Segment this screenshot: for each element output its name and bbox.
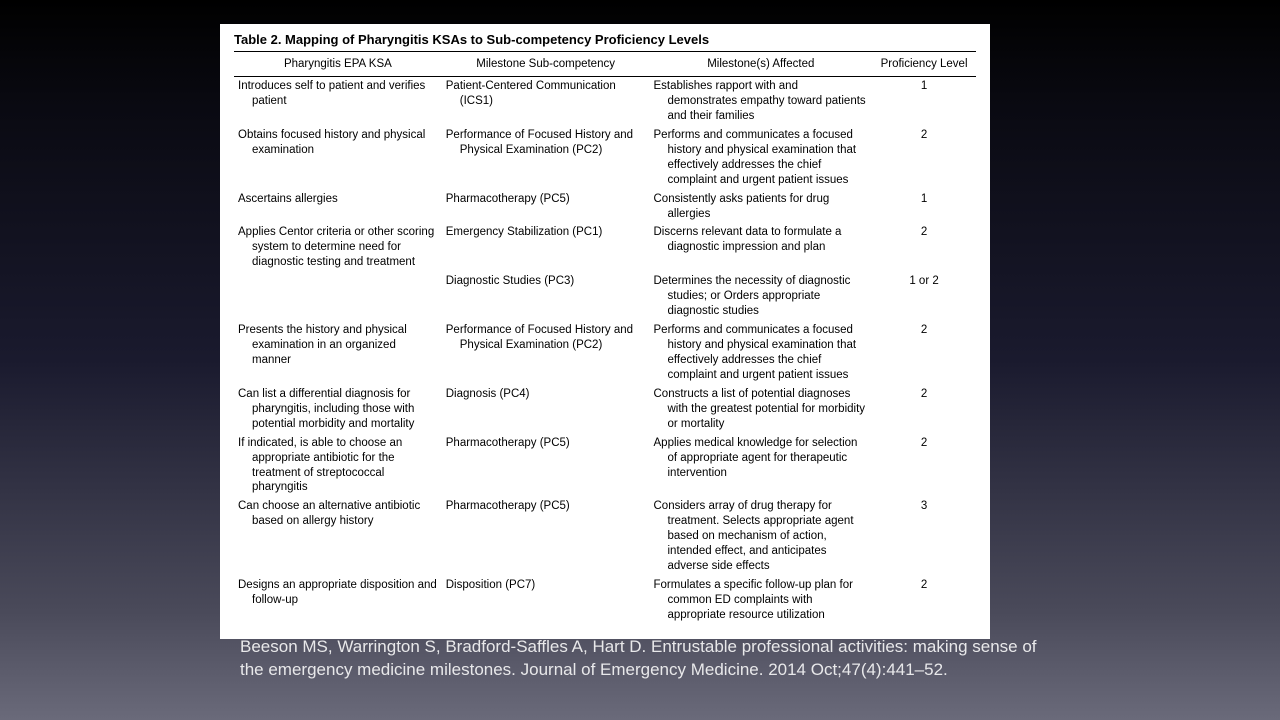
table-row: Can list a differential diagnosis for ph…: [234, 385, 976, 434]
cell-level: 2: [872, 576, 976, 625]
cell-level: 1: [872, 77, 976, 126]
cell-affected: Determines the necessity of diagnostic s…: [650, 272, 873, 321]
cell-ksa: Applies Centor criteria or other scoring…: [234, 223, 442, 272]
cell-affected: Constructs a list of potential diagnoses…: [650, 385, 873, 434]
cell-ksa: Designs an appropriate disposition and f…: [234, 576, 442, 625]
cell-sub: Pharmacotherapy (PC5): [442, 497, 650, 576]
cell-ksa: If indicated, is able to choose an appro…: [234, 434, 442, 498]
cell-level: 2: [872, 434, 976, 498]
cell-level: 1 or 2: [872, 272, 976, 321]
cell-sub: Emergency Stabilization (PC1): [442, 223, 650, 272]
cell-affected: Performs and communicates a focused hist…: [650, 126, 873, 190]
cell-ksa: Obtains focused history and physical exa…: [234, 126, 442, 190]
col-header-level: Proficiency Level: [872, 52, 976, 77]
col-header-affected: Milestone(s) Affected: [650, 52, 873, 77]
table-title: Table 2. Mapping of Pharyngitis KSAs to …: [234, 32, 976, 51]
cell-level: 2: [872, 126, 976, 190]
cell-affected: Formulates a specific follow-up plan for…: [650, 576, 873, 625]
cell-ksa: Introduces self to patient and verifies …: [234, 77, 442, 126]
cell-ksa: [234, 272, 442, 321]
table-row: Presents the history and physical examin…: [234, 321, 976, 385]
cell-sub: Pharmacotherapy (PC5): [442, 434, 650, 498]
table-row: Diagnostic Studies (PC3)Determines the n…: [234, 272, 976, 321]
table-row: Can choose an alternative antibiotic bas…: [234, 497, 976, 576]
table-row: Ascertains allergiesPharmacotherapy (PC5…: [234, 190, 976, 224]
cell-affected: Performs and communicates a focused hist…: [650, 321, 873, 385]
cell-sub: Performance of Focused History and Physi…: [442, 126, 650, 190]
cell-sub: Pharmacotherapy (PC5): [442, 190, 650, 224]
table-row: Obtains focused history and physical exa…: [234, 126, 976, 190]
cell-affected: Establishes rapport with and demonstrate…: [650, 77, 873, 126]
cell-affected: Discerns relevant data to formulate a di…: [650, 223, 873, 272]
cell-sub: Diagnosis (PC4): [442, 385, 650, 434]
cell-sub: Patient-Centered Communication (ICS1): [442, 77, 650, 126]
cell-sub: Performance of Focused History and Physi…: [442, 321, 650, 385]
cell-level: 2: [872, 385, 976, 434]
cell-ksa: Ascertains allergies: [234, 190, 442, 224]
cell-ksa: Presents the history and physical examin…: [234, 321, 442, 385]
citation-text: Beeson MS, Warrington S, Bradford-Saffle…: [240, 636, 1060, 682]
cell-affected: Consistently asks patients for drug alle…: [650, 190, 873, 224]
table-row: Introduces self to patient and verifies …: [234, 77, 976, 126]
cell-sub: Disposition (PC7): [442, 576, 650, 625]
cell-ksa: Can list a differential diagnosis for ph…: [234, 385, 442, 434]
col-header-ksa: Pharyngitis EPA KSA: [234, 52, 442, 77]
table-row: If indicated, is able to choose an appro…: [234, 434, 976, 498]
table-header-row: Pharyngitis EPA KSA Milestone Sub-compet…: [234, 52, 976, 77]
table-row: Applies Centor criteria or other scoring…: [234, 223, 976, 272]
ksa-table: Pharyngitis EPA KSA Milestone Sub-compet…: [234, 51, 976, 625]
cell-affected: Considers array of drug therapy for trea…: [650, 497, 873, 576]
cell-level: 3: [872, 497, 976, 576]
cell-ksa: Can choose an alternative antibiotic bas…: [234, 497, 442, 576]
cell-level: 2: [872, 321, 976, 385]
col-header-sub: Milestone Sub-competency: [442, 52, 650, 77]
table-row: Designs an appropriate disposition and f…: [234, 576, 976, 625]
cell-level: 2: [872, 223, 976, 272]
table-panel: Table 2. Mapping of Pharyngitis KSAs to …: [220, 24, 990, 639]
cell-sub: Diagnostic Studies (PC3): [442, 272, 650, 321]
cell-affected: Applies medical knowledge for selection …: [650, 434, 873, 498]
cell-level: 1: [872, 190, 976, 224]
